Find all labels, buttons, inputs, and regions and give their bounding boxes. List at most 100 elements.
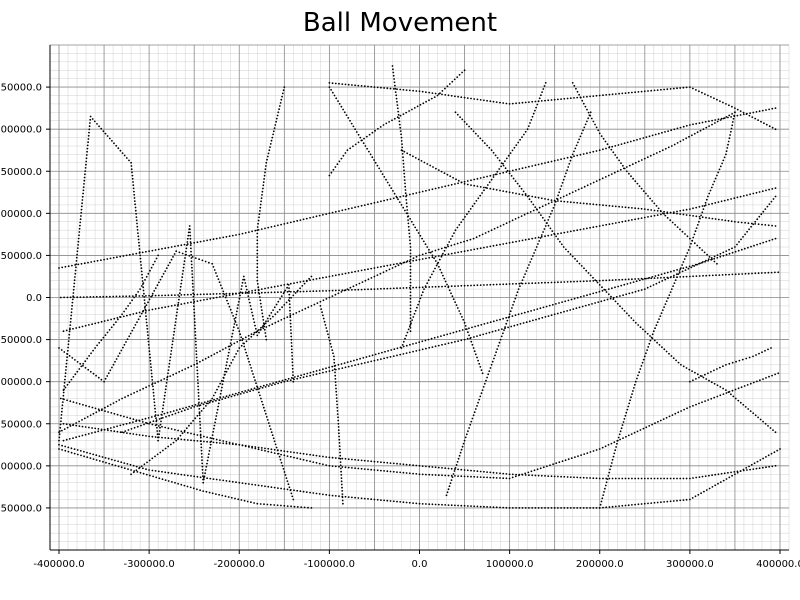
position-point bbox=[302, 280, 305, 283]
position-point bbox=[303, 282, 306, 285]
position-point bbox=[418, 286, 421, 289]
position-point bbox=[117, 460, 119, 463]
position-point bbox=[645, 136, 648, 139]
position-point bbox=[421, 503, 424, 505]
position-point bbox=[757, 272, 760, 275]
position-point bbox=[521, 193, 524, 196]
position-point bbox=[199, 404, 202, 407]
position-point bbox=[508, 313, 511, 316]
position-point bbox=[685, 255, 687, 257]
position-point bbox=[334, 378, 337, 380]
position-point bbox=[351, 289, 353, 291]
position-point bbox=[405, 352, 408, 354]
position-point bbox=[103, 320, 106, 322]
position-point bbox=[64, 375, 67, 378]
position-point bbox=[630, 433, 633, 435]
position-point bbox=[283, 380, 286, 383]
position-point bbox=[537, 100, 540, 103]
position-point bbox=[530, 470, 533, 473]
position-point bbox=[730, 116, 732, 118]
position-point bbox=[598, 132, 601, 135]
position-point bbox=[161, 306, 163, 309]
trajectory-23 bbox=[445, 111, 592, 497]
position-point bbox=[610, 465, 612, 468]
position-point bbox=[690, 266, 693, 269]
position-point bbox=[243, 278, 246, 281]
position-point bbox=[273, 306, 276, 309]
position-point bbox=[457, 285, 459, 287]
position-point bbox=[169, 411, 172, 413]
position-point bbox=[458, 224, 461, 226]
position-point bbox=[774, 431, 777, 434]
position-point bbox=[174, 428, 176, 431]
position-point bbox=[647, 477, 649, 480]
position-point bbox=[446, 85, 449, 88]
position-point bbox=[679, 228, 681, 231]
position-point bbox=[231, 332, 234, 335]
position-point bbox=[183, 474, 186, 476]
position-point bbox=[389, 462, 392, 464]
position-point bbox=[711, 474, 713, 477]
position-point bbox=[752, 355, 754, 358]
position-point bbox=[619, 430, 622, 433]
position-point bbox=[197, 388, 200, 391]
position-point bbox=[341, 490, 344, 492]
position-point bbox=[216, 408, 219, 411]
position-point bbox=[695, 215, 698, 218]
position-point bbox=[708, 379, 710, 382]
position-point bbox=[288, 293, 291, 296]
position-point bbox=[233, 394, 236, 397]
position-point bbox=[632, 390, 634, 392]
position-point bbox=[286, 222, 289, 225]
position-point bbox=[366, 147, 368, 150]
position-point bbox=[341, 466, 344, 468]
position-point bbox=[164, 447, 167, 450]
position-point bbox=[121, 313, 123, 316]
position-point bbox=[612, 298, 615, 300]
position-point bbox=[153, 404, 156, 407]
position-point bbox=[774, 187, 777, 190]
position-point bbox=[137, 235, 140, 238]
position-point bbox=[739, 470, 742, 472]
position-point bbox=[733, 114, 736, 117]
position-point bbox=[481, 139, 484, 142]
position-point bbox=[141, 295, 144, 297]
position-point bbox=[199, 476, 202, 479]
position-point bbox=[77, 263, 80, 266]
position-point bbox=[326, 330, 328, 333]
position-point bbox=[91, 432, 93, 434]
position-point bbox=[618, 92, 620, 95]
position-point bbox=[618, 278, 620, 281]
position-point bbox=[137, 291, 140, 293]
position-point bbox=[680, 410, 682, 412]
position-point bbox=[458, 330, 461, 332]
position-point bbox=[269, 143, 272, 145]
position-point bbox=[446, 173, 449, 176]
position-point bbox=[241, 339, 244, 342]
position-point bbox=[234, 392, 237, 395]
position-point bbox=[511, 219, 514, 222]
position-point bbox=[586, 202, 588, 205]
position-point bbox=[114, 464, 117, 467]
position-point bbox=[517, 313, 520, 316]
position-point bbox=[630, 396, 632, 399]
position-point bbox=[283, 504, 286, 507]
position-point bbox=[75, 256, 78, 259]
position-point bbox=[334, 371, 336, 374]
position-point bbox=[589, 280, 591, 282]
position-point bbox=[612, 455, 615, 458]
position-point bbox=[334, 274, 337, 277]
position-point bbox=[496, 319, 498, 322]
position-point bbox=[383, 287, 385, 290]
position-point bbox=[245, 351, 248, 354]
position-point bbox=[274, 321, 277, 324]
position-point bbox=[244, 348, 247, 351]
position-point bbox=[363, 362, 366, 364]
position-point bbox=[263, 409, 266, 412]
position-point bbox=[235, 324, 238, 326]
position-point bbox=[503, 329, 505, 331]
position-point bbox=[266, 155, 269, 158]
position-point bbox=[445, 246, 447, 249]
position-point bbox=[200, 410, 203, 412]
position-point bbox=[653, 89, 656, 92]
